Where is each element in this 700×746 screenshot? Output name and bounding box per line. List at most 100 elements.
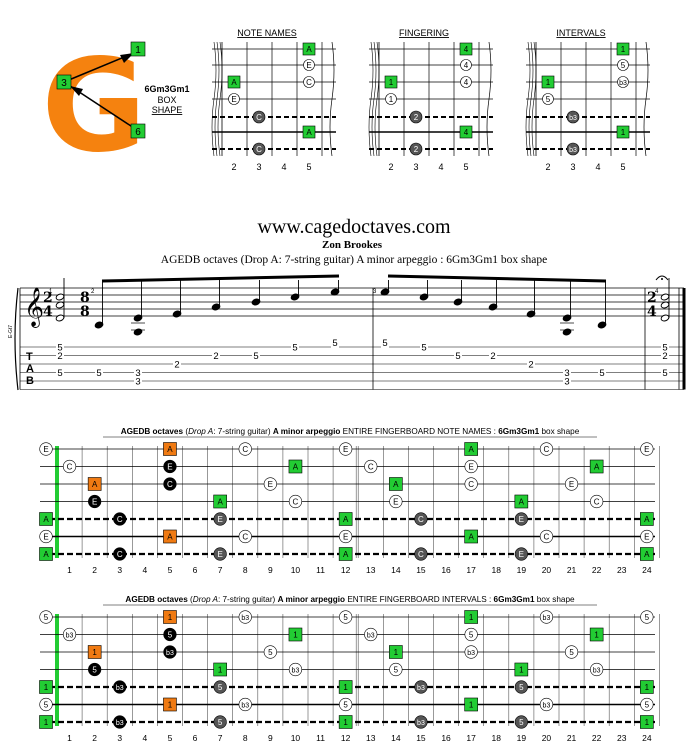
note-marker-label: E: [217, 515, 222, 524]
note-marker-label: C: [418, 515, 424, 524]
fermata-icon: [655, 275, 669, 281]
note-marker-label: 1: [394, 648, 399, 657]
note-marker-label: A: [644, 550, 650, 559]
note-marker: [539, 697, 554, 712]
root-marker: [213, 494, 227, 509]
note-marker-label: 1: [343, 718, 348, 727]
note-marker: [464, 459, 478, 474]
note-marker: [213, 512, 227, 526]
note-head: [55, 293, 65, 301]
note-marker: [339, 529, 353, 544]
mini-marker-label: A: [231, 78, 237, 87]
note-marker-label: 1: [92, 648, 97, 657]
root-marker: [464, 529, 478, 544]
fret-number: 21: [567, 565, 577, 575]
board-title-part: A minor arpeggio: [273, 427, 340, 436]
note-marker: [213, 715, 227, 729]
root-marker: [389, 645, 403, 659]
note-marker-label: A: [167, 533, 173, 542]
logo-tag-left-box: [56, 74, 72, 90]
note-marker-label: 1: [293, 631, 298, 640]
mini-marker: [566, 110, 580, 124]
fret-number: 5: [168, 565, 173, 575]
note-marker-label: A: [519, 498, 525, 507]
note-head: [660, 293, 670, 301]
fret-number: 7: [218, 733, 223, 743]
note-marker: [590, 494, 604, 509]
mini-diagram-title: FINGERING: [399, 28, 449, 38]
fret-number: 24: [642, 565, 652, 575]
mini-marker: [409, 110, 423, 124]
fret-number: 1: [67, 565, 72, 575]
mini-marker-label: 1: [389, 95, 394, 104]
note-marker: [39, 529, 53, 544]
tab-number: 5: [292, 343, 297, 354]
note-marker-label: C: [293, 498, 299, 507]
mini-marker-label: C: [306, 78, 312, 87]
board-title-part: box shape: [537, 595, 575, 604]
tab-number: 5: [57, 368, 62, 379]
note-marker-label: 5: [44, 701, 49, 710]
mini-marker: [617, 76, 629, 88]
note-marker-label: E: [268, 480, 273, 489]
mini-marker-root: [616, 125, 630, 139]
note-marker-label: 1: [168, 701, 173, 710]
fret-number: 16: [441, 733, 451, 743]
tab-number-bg: [661, 351, 669, 361]
tab-number-bg: [173, 359, 181, 370]
fret-number: 12: [341, 565, 351, 575]
mini-marker-label: 2: [414, 113, 419, 122]
note-marker: [238, 442, 252, 456]
shape-name: 6Gm3Gm1: [144, 84, 189, 94]
root-marker: [39, 512, 53, 526]
fret-number: 3: [117, 733, 122, 743]
mini-marker-root: [459, 125, 473, 139]
shape-root-marker: [163, 610, 177, 624]
note-marker: [539, 529, 554, 544]
fret-number: 17: [466, 565, 476, 575]
note-marker-label: C: [67, 463, 73, 472]
note-marker: [539, 442, 554, 456]
mini-fret-number: 5: [620, 162, 625, 172]
note-marker-label: E: [393, 498, 398, 507]
board-title-part: AGEDB octaves: [121, 427, 184, 436]
root-marker: [589, 459, 604, 474]
fret-number: 11: [316, 733, 325, 743]
mini-diagram-intervals: INTERVALS 2 3 4 5 1 5 1 b3 5 b3 1 b3: [525, 28, 650, 172]
note-head: [562, 328, 572, 336]
note-marker: [113, 715, 127, 729]
note-marker: [339, 610, 353, 624]
note-marker: [564, 645, 579, 659]
fermata-dot: [661, 278, 663, 280]
shape-root-marker: [163, 697, 177, 712]
note-marker-label: 5: [92, 666, 97, 675]
time-signature-top: 2: [43, 290, 53, 306]
note-marker-label: b3: [116, 720, 124, 727]
fret-number: 18: [492, 733, 502, 743]
mini-marker-root: [616, 42, 630, 56]
board-title: AGEDB octaves (Drop A: 7-string guitar) …: [121, 427, 580, 436]
tab-number: 5: [662, 343, 667, 354]
note-marker-label: 1: [469, 701, 474, 710]
note-marker: [514, 547, 528, 561]
note-marker-label: b3: [543, 703, 551, 710]
tab-number-bg: [56, 368, 64, 378]
root-marker: [288, 459, 303, 474]
note-marker: [464, 477, 478, 491]
shape-root-marker: [163, 529, 177, 544]
mini-marker-label: 1: [621, 45, 626, 54]
mini-marker-root: [302, 125, 316, 139]
tab-number: 5: [662, 368, 667, 379]
note-marker-label: 1: [594, 631, 599, 640]
root-marker: [288, 627, 303, 642]
board-title-part: : 7-string guitar): [213, 427, 271, 436]
logo-tag-left: 3: [61, 78, 67, 89]
note-marker-label: C: [167, 480, 173, 489]
note-marker-label: C: [242, 533, 248, 542]
tab-number: 3: [564, 377, 569, 388]
mini-fret-number: 4: [438, 162, 443, 172]
logo-tag-top-box: [130, 41, 146, 57]
fret-number: 10: [291, 733, 301, 743]
root-marker: [39, 680, 53, 694]
tab-number: 5: [455, 351, 460, 362]
